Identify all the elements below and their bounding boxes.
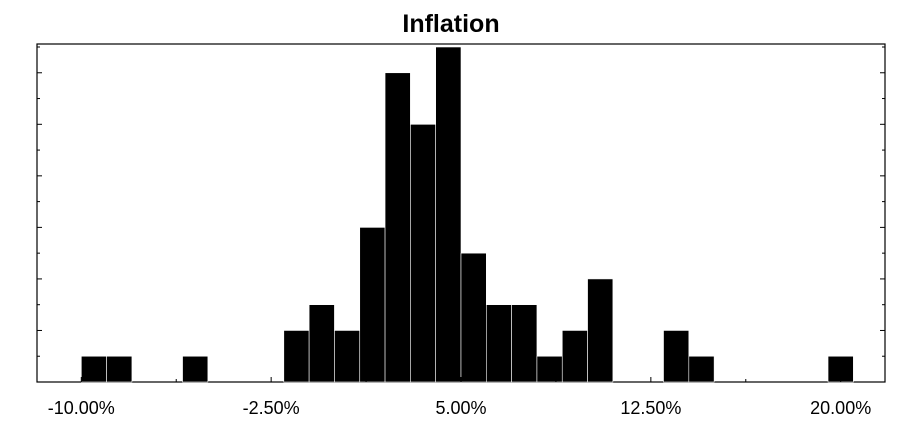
axis-ticks — [37, 46, 885, 382]
histogram-bar — [283, 330, 310, 383]
histogram-bar — [688, 355, 715, 383]
histogram-bar — [106, 355, 133, 383]
histogram-bar — [308, 304, 335, 383]
x-tick-label: 5.00% — [435, 398, 486, 418]
histogram-bar — [359, 227, 386, 383]
histogram-bar — [536, 355, 563, 383]
histogram-bar — [663, 330, 690, 383]
histogram-bar — [460, 252, 487, 383]
histogram-bar — [81, 355, 107, 383]
histogram-bar — [486, 304, 512, 383]
histogram-bar — [410, 124, 436, 383]
histogram-bar — [384, 72, 411, 383]
x-tick-label: 20.00% — [810, 398, 871, 418]
histogram-bar — [587, 278, 614, 383]
x-tick-label: -2.50% — [243, 398, 300, 418]
histogram-bar — [561, 330, 588, 383]
histogram-bar — [334, 330, 361, 383]
x-tick-label: -10.00% — [48, 398, 115, 418]
histogram-bar — [435, 46, 462, 383]
histogram-bars — [81, 46, 854, 383]
x-tick-label: 12.50% — [620, 398, 681, 418]
x-axis-tick-labels: -10.00% -2.50% 5.00% 12.50% 20.00% — [48, 398, 871, 418]
chart-title: Inflation — [402, 10, 499, 38]
histogram-bar — [511, 304, 538, 383]
histogram-bar — [182, 355, 209, 383]
